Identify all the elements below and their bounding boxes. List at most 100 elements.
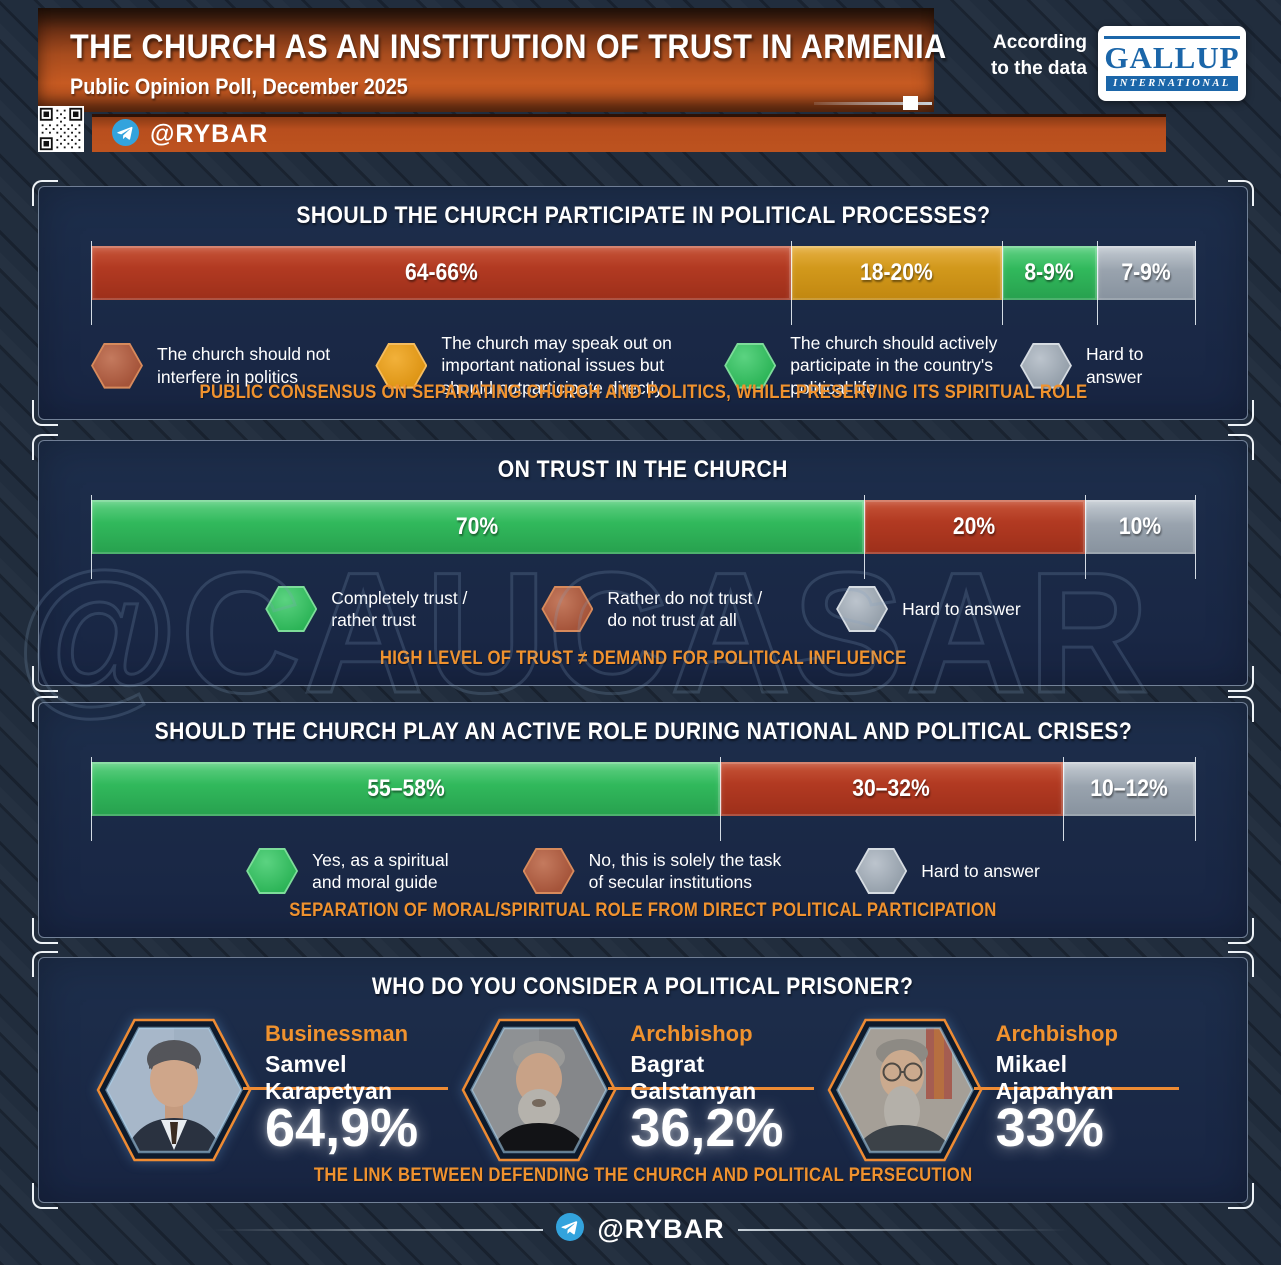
qr-code-icon <box>38 106 84 152</box>
stacked-bar: 64-66% 18-20% 8-9% 7-9% <box>91 241 1196 325</box>
panel-title: SHOULD THE CHURCH PARTICIPATE IN POLITIC… <box>39 202 1247 230</box>
bar-segment-orange: 18-20% <box>790 246 1002 300</box>
portrait-hexagon-archbishop-2 <box>827 1018 983 1162</box>
panel-title-text: SHOULD THE CHURCH PLAY AN ACTIVE ROLE DU… <box>154 718 1132 745</box>
bar-tick <box>720 757 722 841</box>
panel-title-text: ON TRUST IN THE CHURCH <box>497 456 789 483</box>
person-card-1: Businessman Samvel Karapetyan 64,9% <box>95 1015 460 1167</box>
legend-item: The church may speak out on important na… <box>375 332 724 399</box>
legend: Completely trust / rather trust Rather do… <box>39 586 1247 632</box>
hexagon-fill <box>543 588 592 630</box>
gray-hexagon-icon <box>836 586 889 632</box>
bar-segment-label: 70% <box>456 513 499 540</box>
bar-segment-label: 20% <box>953 513 996 540</box>
panel-title: SHOULD THE CHURCH PLAY AN ACTIVE ROLE DU… <box>39 718 1247 746</box>
footer-divider-right <box>737 1228 1068 1231</box>
legend-item: Rather do not trust / do not trust at al… <box>541 586 762 632</box>
page-title: THE CHURCH AS AN INSTITUTION OF TRUST IN… <box>70 28 1044 67</box>
legend-label: The church may speak out on important na… <box>441 333 672 398</box>
poll-panel-3: SHOULD THE CHURCH PLAY AN ACTIVE ROLE DU… <box>32 696 1254 944</box>
bar-tick <box>1096 241 1098 325</box>
takeaway-text: SEPARATION OF MORAL/SPIRITUAL ROLE FROM … <box>289 900 997 921</box>
person-role: Archbishop <box>630 1021 753 1046</box>
hexagon-fill <box>377 344 426 387</box>
person-card-3: Archbishop Mikael Ajapahyan 33% <box>826 1015 1191 1167</box>
portrait-hexagon-businessman <box>96 1018 252 1162</box>
bar-tick <box>1195 495 1196 579</box>
panels-container: SHOULD THE CHURCH PARTICIPATE IN POLITIC… <box>32 180 1254 1209</box>
bar-segment-green: 55–58% <box>91 762 721 816</box>
portrait-hexagon-archbishop-1 <box>461 1018 617 1162</box>
name-underline <box>243 1087 449 1090</box>
gray-hexagon-icon <box>855 848 908 894</box>
person-card-2: Archbishop Bagrat Galstanyan 36,2% <box>460 1015 825 1167</box>
person-name: Mikael Ajapahyan <box>995 1051 1114 1104</box>
green-hexagon-icon <box>246 848 299 894</box>
legend-label: No, this is solely the task of secular i… <box>588 849 782 892</box>
hexagon-fill <box>93 344 141 387</box>
bar-tick <box>1001 241 1003 325</box>
person-percent: 36,2% <box>630 1098 784 1158</box>
bar-tick <box>1195 241 1196 325</box>
gallup-international-logo: GALLUP INTERNATIONAL <box>1098 26 1246 101</box>
legend-item: No, this is solely the task of secular i… <box>522 848 782 894</box>
attribution-line2: to the data <box>990 57 1087 79</box>
hexagon-fill <box>267 588 316 630</box>
footer-channel-handle: @RYBAR <box>597 1214 725 1244</box>
green-hexagon-icon <box>724 342 777 389</box>
bar-tick <box>91 241 92 325</box>
bar-segment-label: 55–58% <box>366 775 445 802</box>
attribution-text: According to the data <box>975 30 1087 81</box>
bar-segment-label: 7-9% <box>1121 259 1171 286</box>
legend-item: Hard to answer <box>1019 342 1195 389</box>
person-name: Samvel Karapetyan <box>265 1051 393 1104</box>
bar-tick <box>863 495 865 579</box>
people-row: Businessman Samvel Karapetyan 64,9% Archbi… <box>39 1015 1247 1167</box>
hexagon-fill <box>726 344 775 387</box>
takeaway-text: THE LINK BETWEEN DEFENDING THE CHURCH AN… <box>313 1165 973 1186</box>
gallup-international-label: INTERNATIONAL <box>1106 76 1238 91</box>
person-percent: 64,9% <box>265 1098 419 1158</box>
bar-segment-green: 8-9% <box>1001 246 1097 300</box>
telegram-icon <box>556 1213 585 1246</box>
poll-panel-2: ON TRUST IN THE CHURCH 70% 20% 10% Completel… <box>32 434 1254 692</box>
poll-panel-1: SHOULD THE CHURCH PARTICIPATE IN POLITIC… <box>32 180 1254 426</box>
takeaway-note: HIGH LEVEL OF TRUST ≠ DEMAND FOR POLITIC… <box>39 648 1247 670</box>
bar-segment-gray: 10% <box>1084 500 1195 554</box>
hexagon-fill <box>524 850 573 892</box>
legend-item: Hard to answer <box>836 586 1021 632</box>
bar-segment-label: 18-20% <box>859 259 933 286</box>
person-percent: 33% <box>995 1098 1104 1158</box>
page-title-text: THE CHURCH AS AN INSTITUTION OF TRUST IN… <box>70 28 947 66</box>
footer: @RYBAR <box>0 1213 1281 1246</box>
takeaway-note: SEPARATION OF MORAL/SPIRITUAL ROLE FROM … <box>39 900 1247 922</box>
legend: Yes, as a spiritual and moral guide No, t… <box>39 848 1247 894</box>
bar-segment-red: 20% <box>863 500 1085 554</box>
hexagon-fill <box>1021 344 1070 387</box>
takeaway-text: PUBLIC CONSENSUS ON SEPARATING CHURCH AN… <box>199 382 1087 403</box>
bar-segment-gray: 10–12% <box>1062 762 1195 816</box>
name-underline <box>608 1087 814 1090</box>
bar-tick <box>1062 757 1064 841</box>
telegram-icon <box>112 118 139 151</box>
title-banner: THE CHURCH AS AN INSTITUTION OF TRUST IN… <box>38 8 946 112</box>
green-hexagon-icon <box>265 586 318 632</box>
panel-title: WHO DO YOU CONSIDER A POLITICAL PRISONER… <box>39 973 1247 1001</box>
hexagon-fill <box>857 850 906 892</box>
legend-label: Yes, as a spiritual and moral guide <box>312 849 449 892</box>
legend-label: Hard to answer <box>921 860 1040 881</box>
bar-tick <box>1084 495 1086 579</box>
bar-track: 55–58% 30–32% 10–12% <box>91 762 1195 816</box>
name-underline <box>973 1087 1179 1090</box>
bar-tick <box>790 241 792 325</box>
red-hexagon-icon <box>541 586 594 632</box>
legend-item: Hard to answer <box>855 848 1040 894</box>
channel-handle: @RYBAR <box>150 120 269 148</box>
legend-item: Yes, as a spiritual and moral guide <box>246 848 449 894</box>
bar-track: 64-66% 18-20% 8-9% 7-9% <box>91 246 1195 300</box>
gallup-wordmark: GALLUP <box>1104 36 1240 73</box>
bar-segment-label: 30–32% <box>852 775 931 802</box>
takeaway-note: THE LINK BETWEEN DEFENDING THE CHURCH AN… <box>39 1165 1247 1187</box>
bar-tick <box>91 495 92 579</box>
